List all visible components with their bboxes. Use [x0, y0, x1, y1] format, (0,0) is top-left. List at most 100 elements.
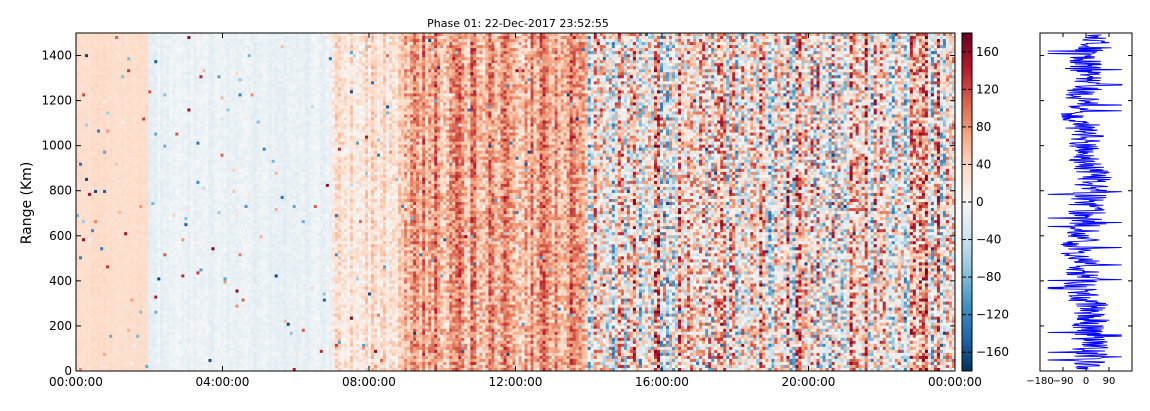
heatmap-cell [187, 235, 190, 238]
heatmap-cell [172, 142, 175, 145]
heatmap-cell [91, 102, 94, 105]
heatmap-cell [196, 133, 199, 136]
heatmap-cell [85, 72, 88, 75]
heatmap-cell [136, 356, 139, 359]
heatmap-cell [76, 169, 79, 172]
heatmap-cell [133, 60, 136, 63]
heatmap-cell [166, 347, 169, 350]
heatmap-cell [76, 347, 79, 350]
heatmap-cell [85, 130, 88, 133]
heatmap-cell [202, 356, 205, 359]
heatmap-cell [88, 287, 91, 290]
heatmap-cell [208, 108, 211, 111]
heatmap-cell [115, 259, 118, 262]
heatmap-cell [88, 323, 91, 326]
heatmap-cell [187, 54, 190, 57]
heatmap-cell [190, 102, 193, 105]
heatmap-cell [136, 139, 139, 142]
heatmap-cell [157, 163, 160, 166]
heatmap-cell [127, 277, 130, 280]
heatmap-cell [151, 133, 154, 136]
heatmap-cell [97, 323, 100, 326]
heatmap-cell [136, 320, 139, 323]
heatmap-cell [166, 308, 169, 311]
heatmap-cell [142, 350, 145, 353]
heatmap-cell [91, 226, 94, 229]
heatmap-cell [127, 344, 130, 347]
heatmap-cell [118, 308, 121, 311]
heatmap-cell [178, 63, 181, 66]
heatmap-cell [130, 220, 133, 223]
heatmap-cell [109, 317, 112, 320]
heatmap-cell [157, 299, 160, 302]
heatmap-cell [79, 124, 82, 127]
heatmap-cell [166, 277, 169, 280]
heatmap-cell [76, 223, 79, 226]
heatmap-cell [181, 84, 184, 87]
heatmap-cell [172, 238, 175, 241]
heatmap-cell [196, 305, 199, 308]
heatmap-cell [151, 262, 154, 265]
heatmap-cell [190, 229, 193, 232]
heatmap-cell [142, 287, 145, 290]
heatmap-cell [124, 145, 127, 148]
heatmap-cell [109, 211, 112, 214]
heatmap-cell [82, 214, 85, 217]
heatmap-cell [97, 130, 100, 133]
heatmap-cell [181, 208, 184, 211]
heatmap-cell [142, 127, 145, 130]
heatmap-cell [109, 87, 112, 90]
heatmap-cell [199, 142, 202, 145]
heatmap-cell [109, 229, 112, 232]
heatmap-cell [118, 338, 121, 341]
heatmap-cell [91, 247, 94, 250]
heatmap-cell [154, 241, 157, 244]
heatmap-cell [148, 175, 151, 178]
heatmap-cell [151, 268, 154, 271]
heatmap-cell [76, 320, 79, 323]
heatmap-cell [184, 66, 187, 69]
heatmap-cell [115, 196, 118, 199]
heatmap-cell [193, 317, 196, 320]
heatmap-cell [142, 274, 145, 277]
heatmap-cell [106, 247, 109, 250]
heatmap-cell [184, 60, 187, 63]
heatmap-cell [178, 39, 181, 42]
heatmap-cell [136, 72, 139, 75]
heatmap-cell [205, 48, 208, 51]
heatmap-cell [103, 271, 106, 274]
heatmap-cell [100, 232, 103, 235]
heatmap-cell [121, 102, 124, 105]
heatmap-cell [100, 196, 103, 199]
heatmap-cell [163, 54, 166, 57]
heatmap-cell [139, 78, 142, 81]
heatmap-cell [136, 244, 139, 247]
heatmap-cell [205, 229, 208, 232]
heatmap-cell [166, 359, 169, 362]
heatmap-cell [202, 205, 205, 208]
heatmap-cell [178, 274, 181, 277]
heatmap-cell [103, 36, 106, 39]
heatmap-cell [118, 75, 121, 78]
heatmap-cell [76, 314, 79, 317]
heatmap-cell [97, 169, 100, 172]
heatmap-cell [190, 178, 193, 181]
heatmap-cell [181, 175, 184, 178]
heatmap-cell [205, 114, 208, 117]
heatmap-cell [109, 244, 112, 247]
heatmap-cell [163, 142, 166, 145]
heatmap-cell [115, 127, 118, 130]
heatmap-cell [88, 187, 91, 190]
heatmap-cell [124, 142, 127, 145]
heatmap-cell [124, 341, 127, 344]
heatmap-cell [145, 142, 148, 145]
heatmap-cell [193, 305, 196, 308]
heatmap-cell [79, 247, 82, 250]
heatmap-cell [109, 283, 112, 286]
heatmap-cell [106, 329, 109, 332]
heatmap-cell [139, 145, 142, 148]
heatmap-cell [199, 238, 202, 241]
heatmap-cell [151, 75, 154, 78]
heatmap-cell [196, 287, 199, 290]
heatmap-cell [172, 127, 175, 130]
